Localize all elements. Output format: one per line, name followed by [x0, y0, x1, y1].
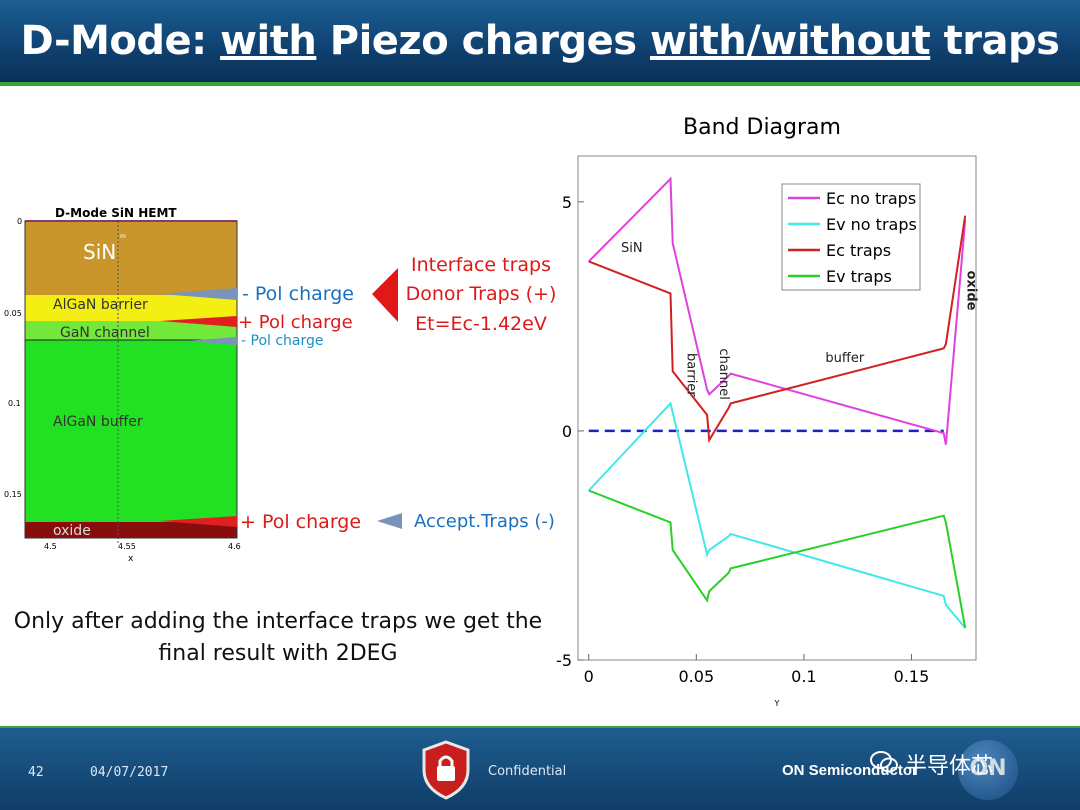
- brand-name: ON Semiconductor: [782, 762, 918, 779]
- conclusion-note: Only after adding the interface traps we…: [0, 606, 556, 670]
- layer-label-algan-buffer: AlGaN buffer: [53, 414, 143, 430]
- layer-sin: [25, 221, 237, 295]
- device-structure-figure: D-Mode SiN HEMT m SiN AlGaN barrier GaN …: [4, 206, 402, 564]
- plot-frame: [577, 155, 977, 661]
- device-frame: [24, 220, 238, 539]
- page-number: 42: [28, 765, 44, 780]
- footer-bar: [0, 728, 1080, 810]
- layer-gan-channel: [25, 321, 237, 340]
- y-tick-label-0: -5: [556, 651, 572, 670]
- y-tick-label-2: 5: [562, 193, 572, 212]
- device-xtick-1: 4.55: [118, 542, 136, 551]
- legend-label-3: Ev traps: [826, 267, 892, 286]
- title-part-2: with: [220, 18, 317, 64]
- note-line-1: Only after adding the interface traps we…: [13, 609, 543, 634]
- legend-box: [781, 183, 921, 291]
- region-label-0: SiN: [621, 241, 643, 256]
- legend-label-1: Ev no traps: [826, 215, 917, 234]
- pol-charge-arrow-2: [160, 316, 237, 327]
- device-ytick-0: 0: [17, 217, 22, 226]
- interface-traps-arrow: [372, 268, 398, 322]
- shield-lock-icon: [422, 740, 470, 800]
- y-tick-label-1: 0: [562, 422, 572, 441]
- legend-label-0: Ec no traps: [826, 189, 916, 208]
- title-part-1: D-Mode:: [20, 18, 221, 64]
- device-xtick-2: 4.6: [228, 542, 241, 551]
- note-line-2: final result with 2DEG: [158, 641, 398, 666]
- pol-minus-label-1: - Pol charge: [242, 283, 354, 305]
- x-tick-label-0: 0: [584, 667, 594, 686]
- title-part-3: Piezo charges: [316, 18, 650, 64]
- x-tick-label-3: 0.15: [894, 667, 930, 686]
- layer-label-sin: SiN: [83, 240, 116, 264]
- title-part-5: traps: [930, 18, 1060, 64]
- layer-label-algan-barrier: AlGaN barrier: [53, 297, 148, 313]
- interface-traps-line1: Interface traps: [411, 254, 551, 276]
- watermark-text: 半导体芯: [905, 754, 994, 779]
- device-ytick-1: 0.05: [4, 309, 22, 318]
- series-line-1: [588, 401, 966, 629]
- on-logo: ON: [958, 740, 1018, 800]
- pol-charge-arrow-3: [185, 337, 237, 345]
- device-title: D-Mode SiN HEMT: [55, 206, 177, 220]
- series-line-2: [588, 215, 967, 444]
- interface-traps-line3: Et=Ec-1.42eV: [415, 313, 547, 335]
- x-tick-label-2: 0.1: [791, 667, 816, 686]
- wechat-icon: [870, 751, 898, 773]
- device-ytick-2: 0.1: [8, 399, 21, 408]
- region-label-3: buffer: [825, 351, 864, 366]
- legend-label-2: Ec traps: [826, 241, 891, 260]
- x-tick-label-1: 0.05: [679, 667, 715, 686]
- pol-plus-label-1: + Pol charge: [238, 312, 353, 333]
- pol-charge-arrow-4: [160, 516, 237, 527]
- footer-divider: [0, 726, 1080, 729]
- slide-title: D-Mode: with Piezo charges with/without …: [0, 18, 1080, 64]
- pol-minus-label-2: - Pol charge: [241, 333, 324, 349]
- pol-charge-arrow-1: [160, 288, 237, 300]
- series-line-3: [588, 489, 967, 629]
- series-line-0: [588, 176, 967, 445]
- title-bar: D-Mode: with Piezo charges with/without …: [0, 0, 1080, 86]
- device-ytick-3: 0.15: [4, 490, 22, 499]
- pol-plus-label-2: + Pol charge: [240, 511, 362, 533]
- layer-algan-buffer: [25, 340, 237, 522]
- top-tick-mark: m: [120, 233, 126, 240]
- layer-label-gan-channel: GaN channel: [60, 325, 150, 341]
- interface-traps-line2: Donor Traps (+): [405, 283, 557, 305]
- accept-traps-label: Accept.Traps (-): [414, 511, 555, 532]
- region-label-4: oxide: [963, 271, 978, 311]
- x-axis-label: Y: [774, 699, 780, 708]
- layer-oxide: [25, 522, 237, 538]
- device-layers: [24, 220, 238, 545]
- title-part-4: with/without: [650, 18, 931, 64]
- footer-date: 04/07/2017: [90, 765, 169, 780]
- region-label-2: channel: [716, 348, 731, 399]
- confidential-label: Confidential: [488, 764, 567, 779]
- plot-area: 0 0.05 0.1 0.15 -5 0 5 Y SiN barrier channel buffer…: [556, 155, 978, 708]
- band-diagram-chart: Band Diagram 0 0.05 0.1 0.15 -5 0 5 Y SiN barrier…: [556, 115, 978, 708]
- chart-title: Band Diagram: [683, 115, 841, 140]
- device-xtick-0: 4.5: [44, 542, 57, 551]
- header-divider: [0, 82, 1080, 86]
- accept-traps-arrow: [377, 513, 402, 529]
- layer-algan-barrier: [25, 295, 237, 321]
- device-xlabel: x: [128, 554, 134, 564]
- on-logo-text: ON: [969, 756, 1007, 781]
- region-label-1: barrier: [684, 353, 699, 397]
- layer-label-oxide: oxide: [53, 523, 91, 539]
